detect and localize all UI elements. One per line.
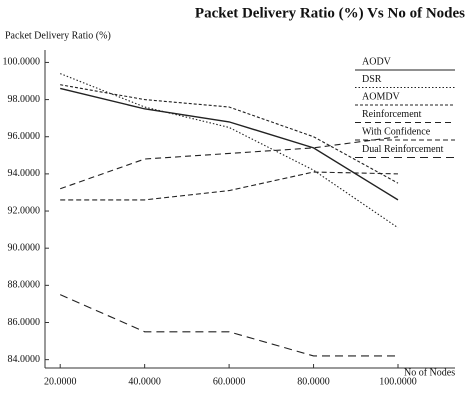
y-axis-label: Packet Delivery Ratio (%) xyxy=(5,30,111,41)
legend-label: AOMDV xyxy=(362,91,401,102)
series-line xyxy=(59,73,399,229)
y-tick-label: 92.0000 xyxy=(8,205,41,216)
series-line xyxy=(60,84,399,184)
y-tick-label: 90.0000 xyxy=(8,242,41,253)
y-tick-label: 94.0000 xyxy=(8,168,41,179)
series-line xyxy=(60,87,399,201)
x-tick-label: 40.0000 xyxy=(128,376,161,387)
y-tick-label: 96.0000 xyxy=(8,131,41,142)
legend-label: Dual Reinforcement xyxy=(362,144,444,155)
x-tick-label: 80.0000 xyxy=(297,376,330,387)
x-axis-label: No of Nodes xyxy=(404,367,455,378)
y-tick-label: 86.0000 xyxy=(8,317,41,328)
chart-title: Packet Delivery Ratio (%) Vs No of Nodes xyxy=(195,5,465,21)
legend-label: DSR xyxy=(362,74,382,85)
x-tick-label: 20.0000 xyxy=(44,376,77,387)
legend-label: Reinforcement xyxy=(362,109,422,120)
y-tick-label: 98.0000 xyxy=(8,94,41,105)
legend-label: With Confidence xyxy=(362,126,431,137)
series-line xyxy=(59,294,398,357)
series-line xyxy=(60,136,399,190)
x-tick-label: 60.0000 xyxy=(213,376,246,387)
x-tick-label: 100.0000 xyxy=(379,376,417,387)
series-line xyxy=(60,171,399,201)
legend-label: AODV xyxy=(362,56,392,67)
y-tick-label: 84.0000 xyxy=(8,354,41,365)
y-tick-label: 100.0000 xyxy=(3,57,41,68)
y-tick-label: 88.0000 xyxy=(8,280,41,291)
